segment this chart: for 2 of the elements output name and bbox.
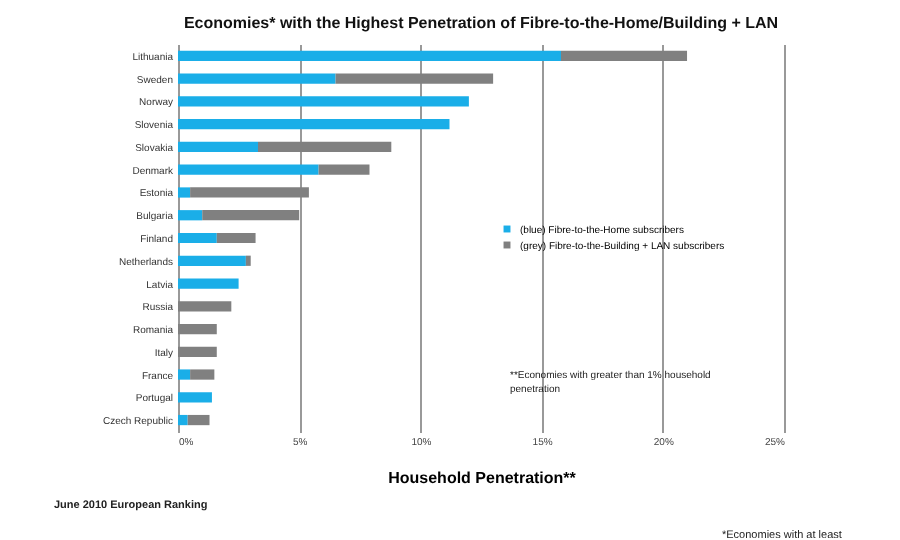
x-axis-title: Household Penetration** [388, 469, 578, 487]
chart-title: Economies* with the Highest Penetration of Fibre-to-the-Home/Building + LAN [183, 14, 779, 32]
